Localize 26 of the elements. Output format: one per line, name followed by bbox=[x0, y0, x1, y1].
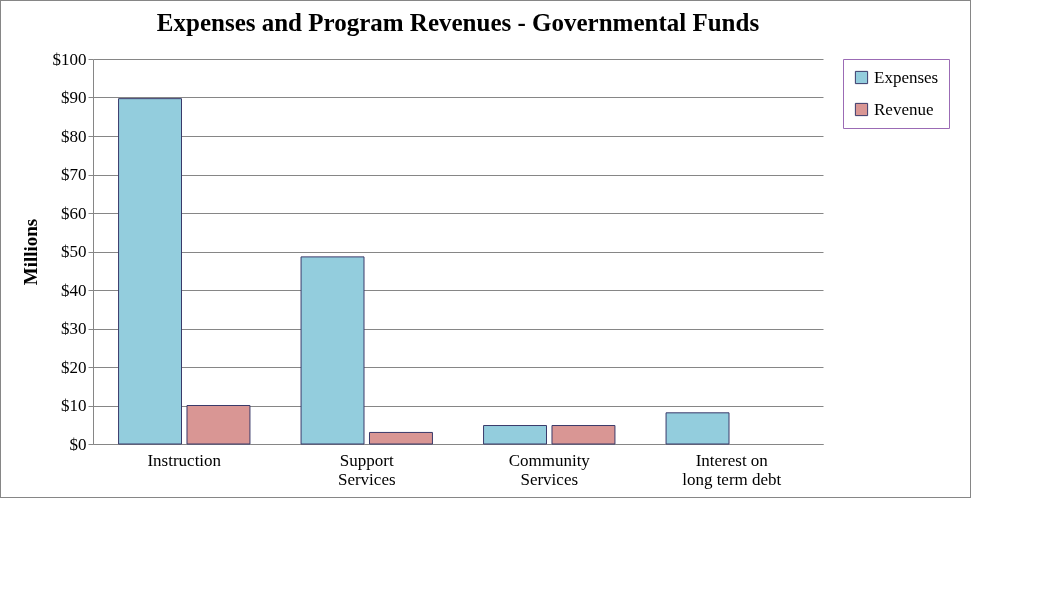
x-tick-label: Interest on long term debt bbox=[682, 450, 782, 489]
bar bbox=[368, 431, 433, 445]
bar bbox=[118, 98, 183, 445]
bar bbox=[665, 412, 730, 445]
legend-label: Revenue bbox=[874, 99, 934, 119]
y-tick-label: $60 bbox=[61, 203, 87, 223]
chart-title: Expenses and Program Revenues - Governmental Funds bbox=[156, 9, 760, 36]
y-tick-label: $80 bbox=[61, 126, 87, 146]
y-tick-label: $90 bbox=[61, 88, 87, 107]
x-tick-label: Instruction bbox=[147, 450, 222, 470]
y-tick-label: $70 bbox=[61, 165, 87, 184]
y-tick-label: $40 bbox=[61, 280, 87, 300]
bar bbox=[483, 425, 548, 445]
y-tick-label: $10 bbox=[61, 396, 87, 415]
bar bbox=[300, 256, 365, 445]
y-tick-label: $0 bbox=[69, 434, 87, 454]
y-axis-title: Millions bbox=[19, 218, 41, 286]
bar bbox=[551, 425, 616, 445]
y-tick-label: $50 bbox=[61, 242, 87, 261]
legend-label: Expenses bbox=[874, 67, 939, 87]
x-tick-label: Support Services bbox=[337, 450, 396, 489]
x-tick-label: Community Services bbox=[508, 450, 591, 489]
bar bbox=[186, 405, 251, 445]
y-tick-label: $100 bbox=[52, 49, 87, 69]
y-tick-label: $20 bbox=[61, 357, 87, 377]
y-tick-label: $30 bbox=[61, 319, 87, 338]
